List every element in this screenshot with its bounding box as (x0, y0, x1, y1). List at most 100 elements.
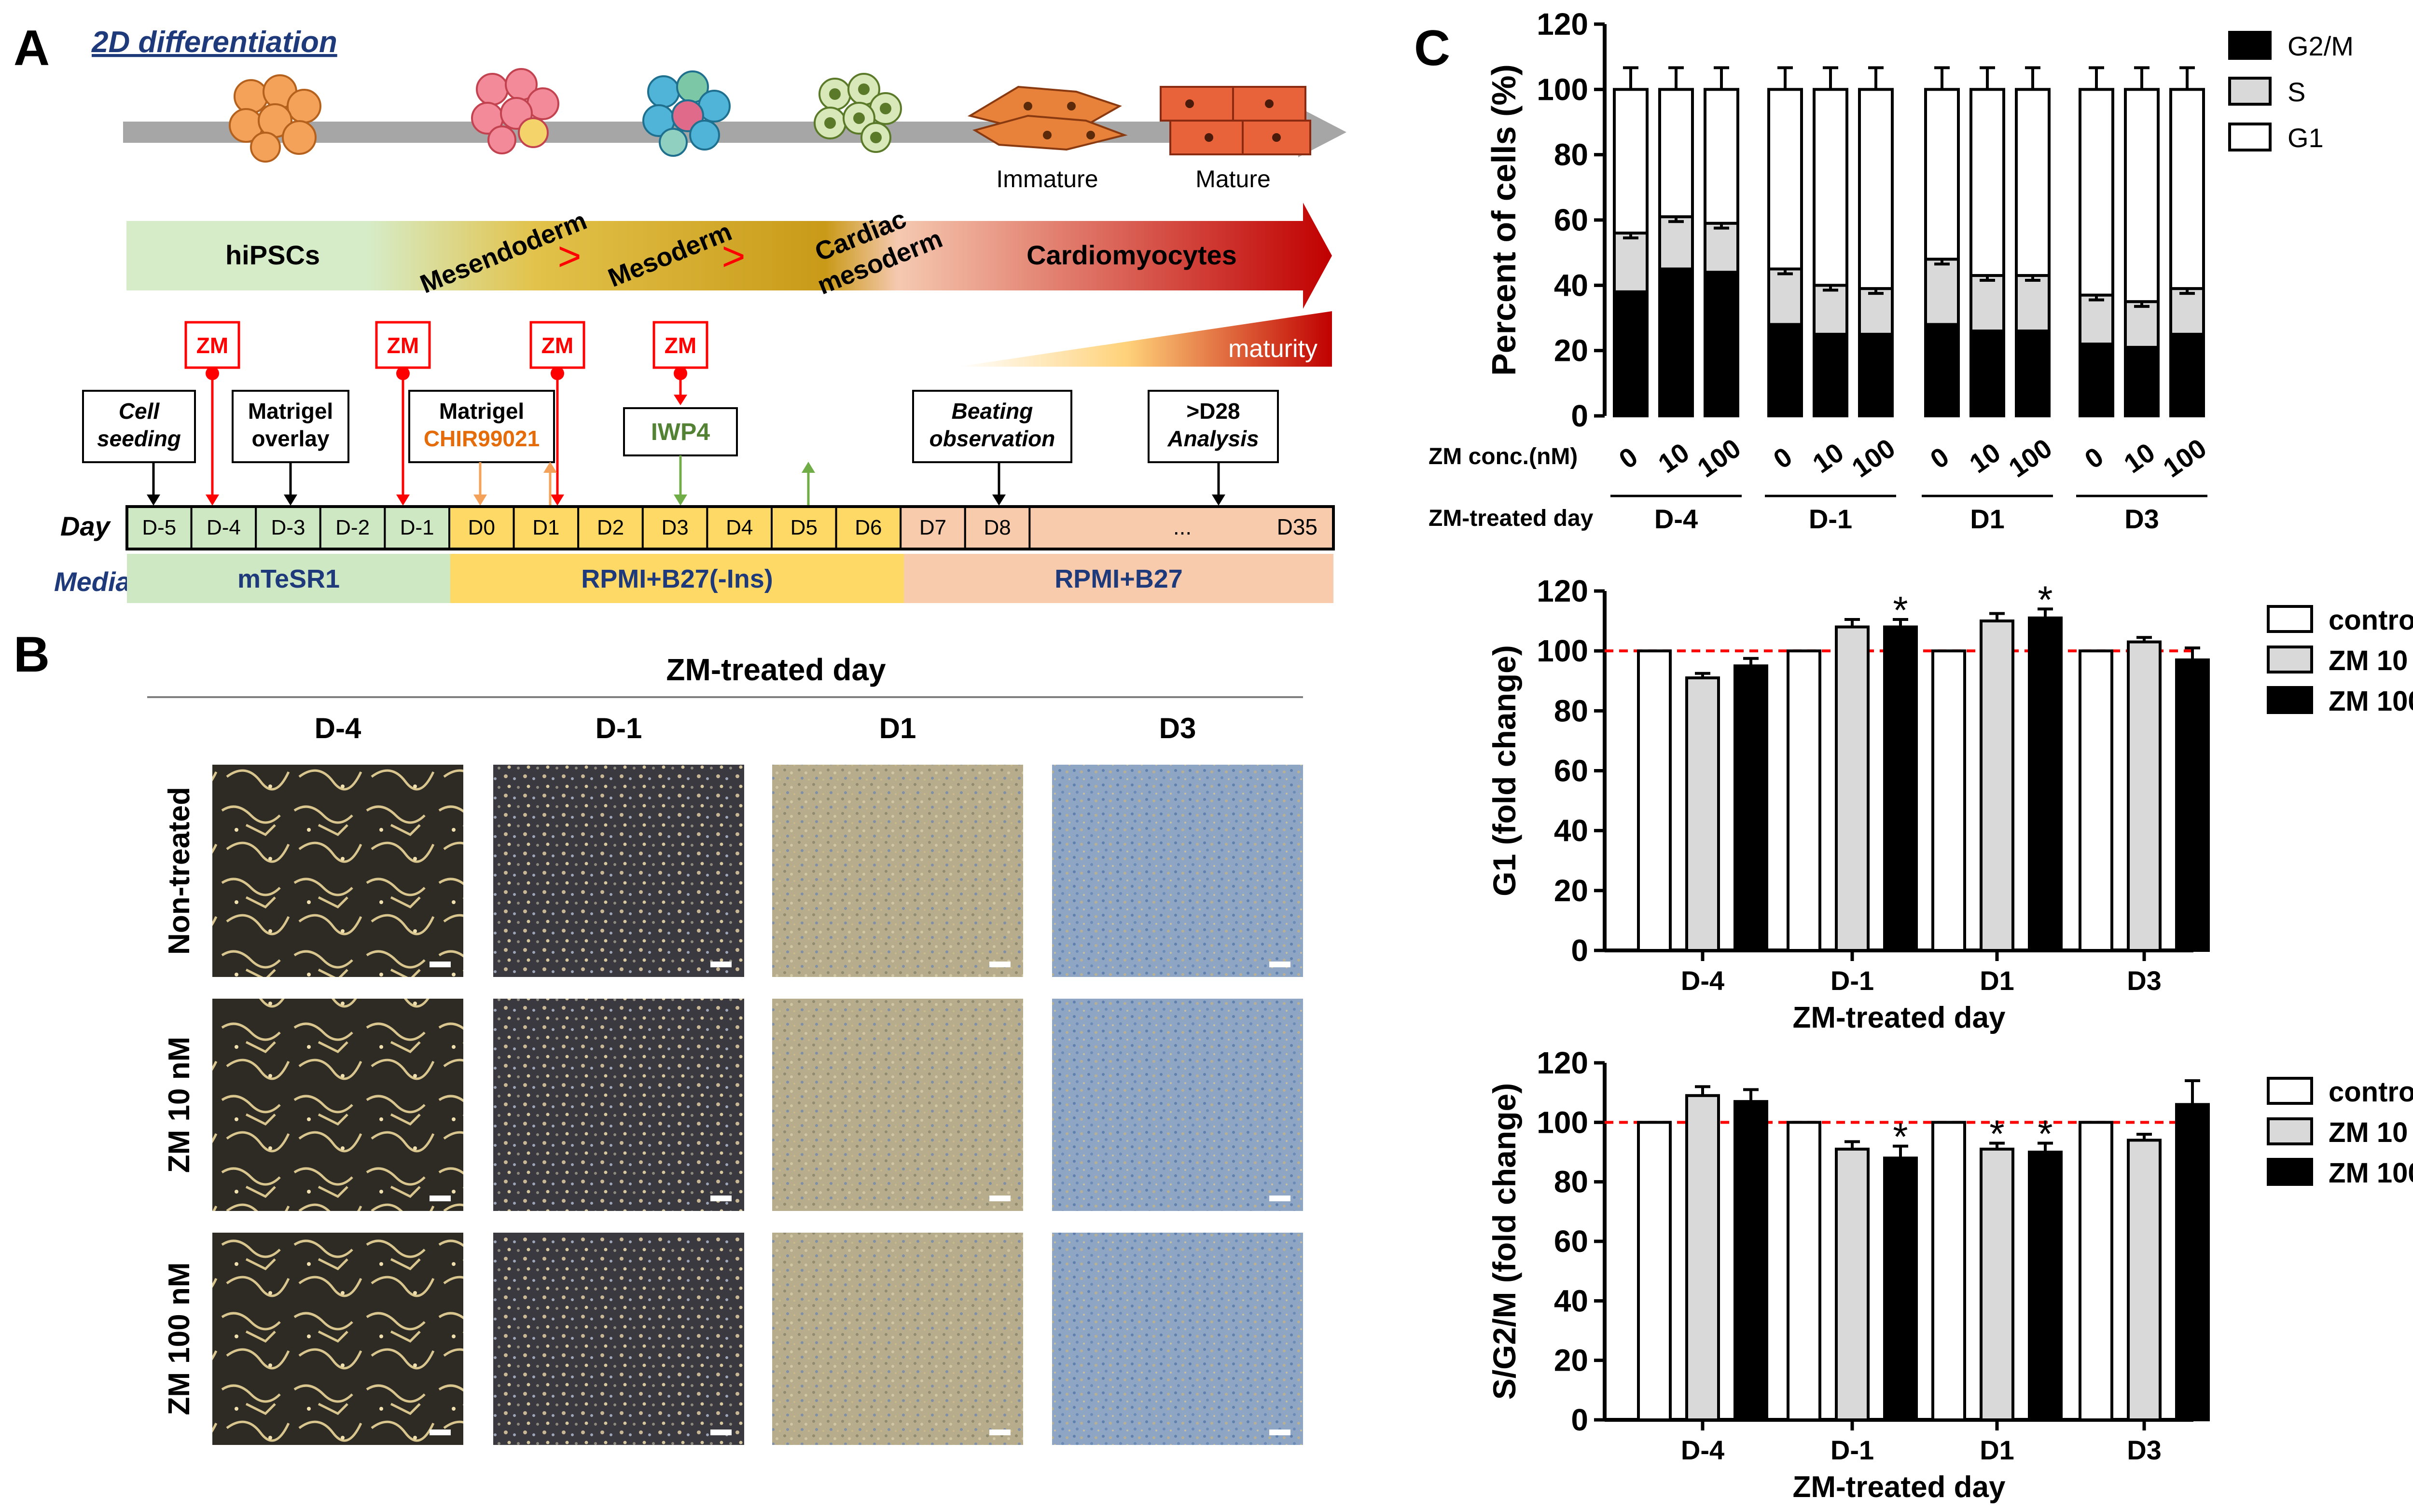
stacked-bar-segment (1613, 88, 1649, 235)
day-cell-label: D7 (919, 516, 946, 539)
y-tick-label: 100 (1537, 72, 1588, 107)
bar (2175, 1103, 2210, 1421)
micro-row-label: ZM 10 nM (163, 1037, 196, 1173)
zm-marker-d-4: ZM (184, 321, 240, 506)
bar (1685, 676, 1720, 952)
bar (1637, 649, 1672, 952)
scale-bar (430, 962, 451, 967)
day-cell-bg (255, 506, 321, 550)
stacked-bar-segment (2124, 300, 2160, 349)
box-text: Matrigel (248, 399, 333, 424)
box-text: Cell (119, 399, 160, 424)
y-tick-label: 60 (1554, 754, 1588, 788)
conc-tick-label: 0 (1613, 441, 1643, 474)
legend-swatch (2267, 646, 2313, 674)
bar (2127, 640, 2162, 952)
y-tick-label: 40 (1554, 1283, 1588, 1318)
legend-label: ZM 10 nM (2329, 645, 2413, 676)
conc-tick-label: 100 (1692, 432, 1746, 483)
box-text: Analysis (1167, 426, 1259, 451)
conc-tick-label: 0 (1925, 441, 1955, 474)
g1-fold-change-chart: 0 20 40 60 80 100 120 G1 (fold change) D-4 D-1 D1 D… (1486, 574, 2413, 1034)
panel-a-title: 2D differentiation (91, 26, 337, 59)
stacked-bar-segment (2079, 343, 2114, 418)
day-cell-label: D1 (532, 516, 559, 539)
stacked-bar-segment (1767, 323, 1803, 417)
day-cell-label: D-2 (335, 516, 370, 539)
y-tick-label: 0 (1571, 1402, 1588, 1437)
box-text: >D28 (1186, 399, 1240, 424)
bar (1787, 1121, 1821, 1421)
legend-label: ZM 100 nM (2329, 686, 2413, 717)
scale-bar (1269, 1196, 1290, 1201)
box-cell-seeding: Cell seeding (82, 390, 196, 506)
day-cell-label: D-1 (400, 516, 434, 539)
x-tick-label: D1 (1980, 965, 2014, 996)
stacked-bar-segment (1924, 323, 1960, 417)
stacked-bar-segment (2124, 345, 2160, 418)
legend-swatch (2267, 605, 2313, 633)
bar (1787, 649, 1821, 952)
scale-bar (710, 962, 732, 967)
y-tick-label: 120 (1537, 7, 1588, 41)
day-cell-bg (319, 506, 386, 550)
legend-label: S (2288, 77, 2305, 107)
legend-swatch (2267, 1117, 2313, 1145)
y-tick-label: 100 (1537, 1105, 1588, 1140)
x-tick-label: D1 (1980, 1435, 2014, 1465)
micrograph-image (772, 999, 1023, 1211)
maturity-gradient (958, 311, 1332, 367)
stacked-bar-segment (1969, 274, 2005, 333)
stacked-bar-segment (1658, 267, 1694, 417)
legend-label: ZM 10 nM (2329, 1117, 2413, 1148)
legend-swatch (2267, 1158, 2313, 1186)
stacked-bar-segment (2169, 287, 2205, 336)
day-ellipsis: ... (1173, 514, 1192, 539)
stacked-bar-segment (1924, 258, 1960, 326)
stacked-bar-segment (1924, 88, 1960, 261)
stacked-bar-segment (2169, 88, 2205, 290)
legend-label: ZM 100 nM (2329, 1157, 2413, 1189)
panel-label-b: B (14, 627, 50, 683)
media-rpmi-b27-ins: RPMI+B27(-Ins) (581, 564, 773, 593)
box-matrigel-overlay: Matrigel overlay (232, 390, 349, 506)
scale-bar (989, 1196, 1011, 1201)
y-tick-label: 80 (1554, 137, 1588, 172)
stacked-bar-segment (1813, 332, 1848, 417)
box-matrigel-chir: Matrigel CHIR99021 (408, 390, 557, 506)
conc-tick-label: 10 (1807, 437, 1849, 479)
micro-col-label: D1 (879, 712, 916, 744)
stacked-bar-segment (2015, 88, 2051, 277)
significance-marker: * (1893, 589, 1908, 632)
significance-marker: * (1989, 1113, 2004, 1155)
stage-separator-2: > (721, 234, 745, 279)
zm-label: ZM (196, 333, 228, 358)
conc-tick-label: 10 (1964, 437, 2006, 479)
bar (2079, 1121, 2113, 1421)
zm-label: ZM (541, 333, 573, 358)
day-cell-label: D-3 (271, 516, 305, 539)
stacked-bar-segment (2124, 88, 2160, 303)
bar (1685, 1094, 1720, 1421)
stacked-bar-segment (1704, 221, 1739, 274)
conc-tick-label: 100 (2003, 432, 2057, 483)
micrograph-grid: D-4 D-1 D1 D3 Non-treated ZM 10 nM ZM 100 nM (163, 712, 1303, 1445)
y-tick-label: 40 (1554, 813, 1588, 848)
micrograph-image (212, 1233, 463, 1445)
micrograph-image (212, 999, 463, 1211)
mesendoderm-cell-cluster (471, 68, 559, 154)
micro-col-label: D-1 (596, 712, 642, 744)
box-text: Matrigel (439, 399, 524, 424)
stacked-bar-segment (1767, 267, 1803, 326)
stacked-bar-segment (1704, 88, 1739, 225)
box-analysis: >D28 Analysis (1148, 390, 1279, 506)
stage-hipscs: hiPSCs (225, 240, 320, 270)
bar (2028, 616, 2063, 952)
day-cell-label: D-5 (142, 516, 176, 539)
y-tick-label: 20 (1554, 1343, 1588, 1378)
conc-tick-label: 100 (2157, 432, 2212, 483)
day-cell-bg (900, 506, 966, 550)
stacked-bar-segment (1969, 330, 2005, 417)
y-tick-label: 60 (1554, 1224, 1588, 1259)
day-cell-bg (706, 506, 773, 550)
